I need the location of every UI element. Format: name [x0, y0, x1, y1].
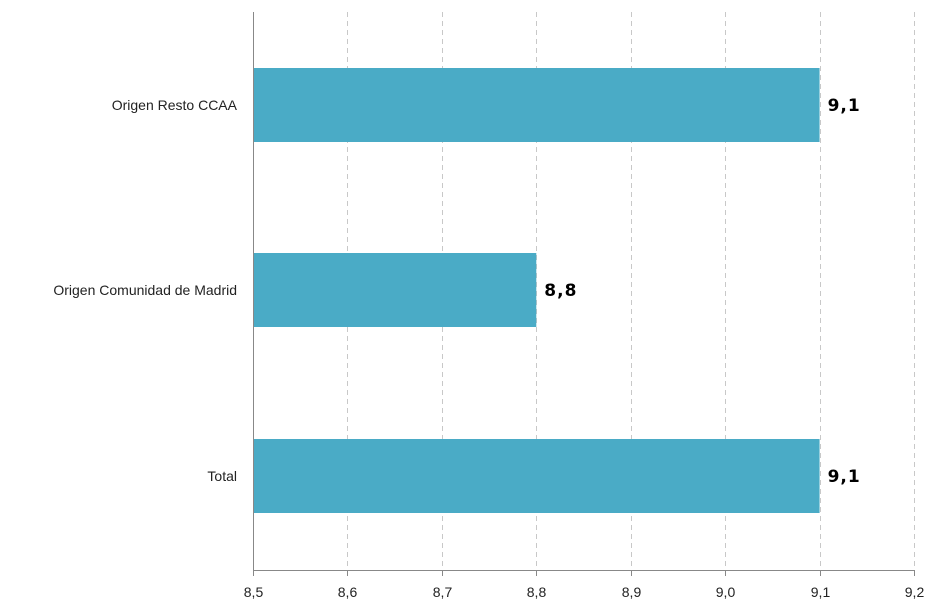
- x-tick-label-7: 9,2: [905, 584, 925, 600]
- labels: 8,5 8,6 8,7 8,8 8,9 9,0 9,1 9,2 Origen Resto CCA…: [53, 96, 924, 600]
- data-label-3: 9,1: [828, 467, 861, 487]
- bars: [253, 68, 820, 513]
- x-tick-label-3: 8,8: [527, 584, 547, 600]
- x-tick-label-0: 8,5: [244, 584, 264, 600]
- bar-3: [253, 439, 820, 513]
- x-tick-label-4: 8,9: [622, 584, 642, 600]
- x-tick-label-6: 9,1: [811, 584, 831, 600]
- category-label-3: Total: [207, 468, 237, 484]
- category-label-2: Origen Comunidad de Madrid: [53, 282, 237, 298]
- x-tick-label-5: 9,0: [716, 584, 736, 600]
- data-label-1: 9,1: [828, 96, 861, 116]
- data-label-2: 8,8: [544, 281, 577, 301]
- bar-2: [253, 253, 537, 327]
- axes: [253, 12, 915, 576]
- bar-1: [253, 68, 820, 142]
- category-label-1: Origen Resto CCAA: [112, 97, 238, 113]
- x-tick-label-1: 8,6: [338, 584, 358, 600]
- x-tick-label-2: 8,7: [433, 584, 453, 600]
